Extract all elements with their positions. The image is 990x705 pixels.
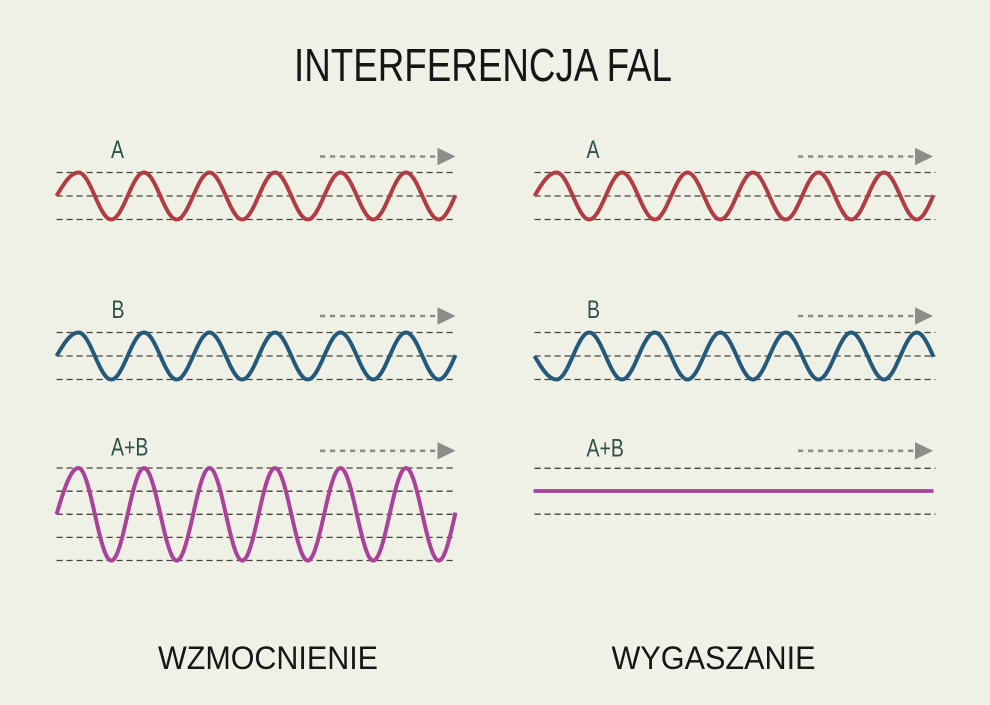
svg-text:WZMOCNIENIE: WZMOCNIENIE bbox=[158, 640, 378, 676]
svg-text:A: A bbox=[587, 136, 600, 164]
svg-text:A+B: A+B bbox=[111, 433, 148, 461]
svg-text:A+B: A+B bbox=[587, 434, 624, 462]
svg-text:A: A bbox=[111, 136, 124, 164]
svg-text:WYGASZANIE: WYGASZANIE bbox=[612, 640, 816, 676]
svg-text:B: B bbox=[587, 296, 600, 324]
svg-text:INTERFERENCJA FAL: INTERFERENCJA FAL bbox=[294, 39, 672, 91]
svg-text:B: B bbox=[112, 296, 125, 324]
